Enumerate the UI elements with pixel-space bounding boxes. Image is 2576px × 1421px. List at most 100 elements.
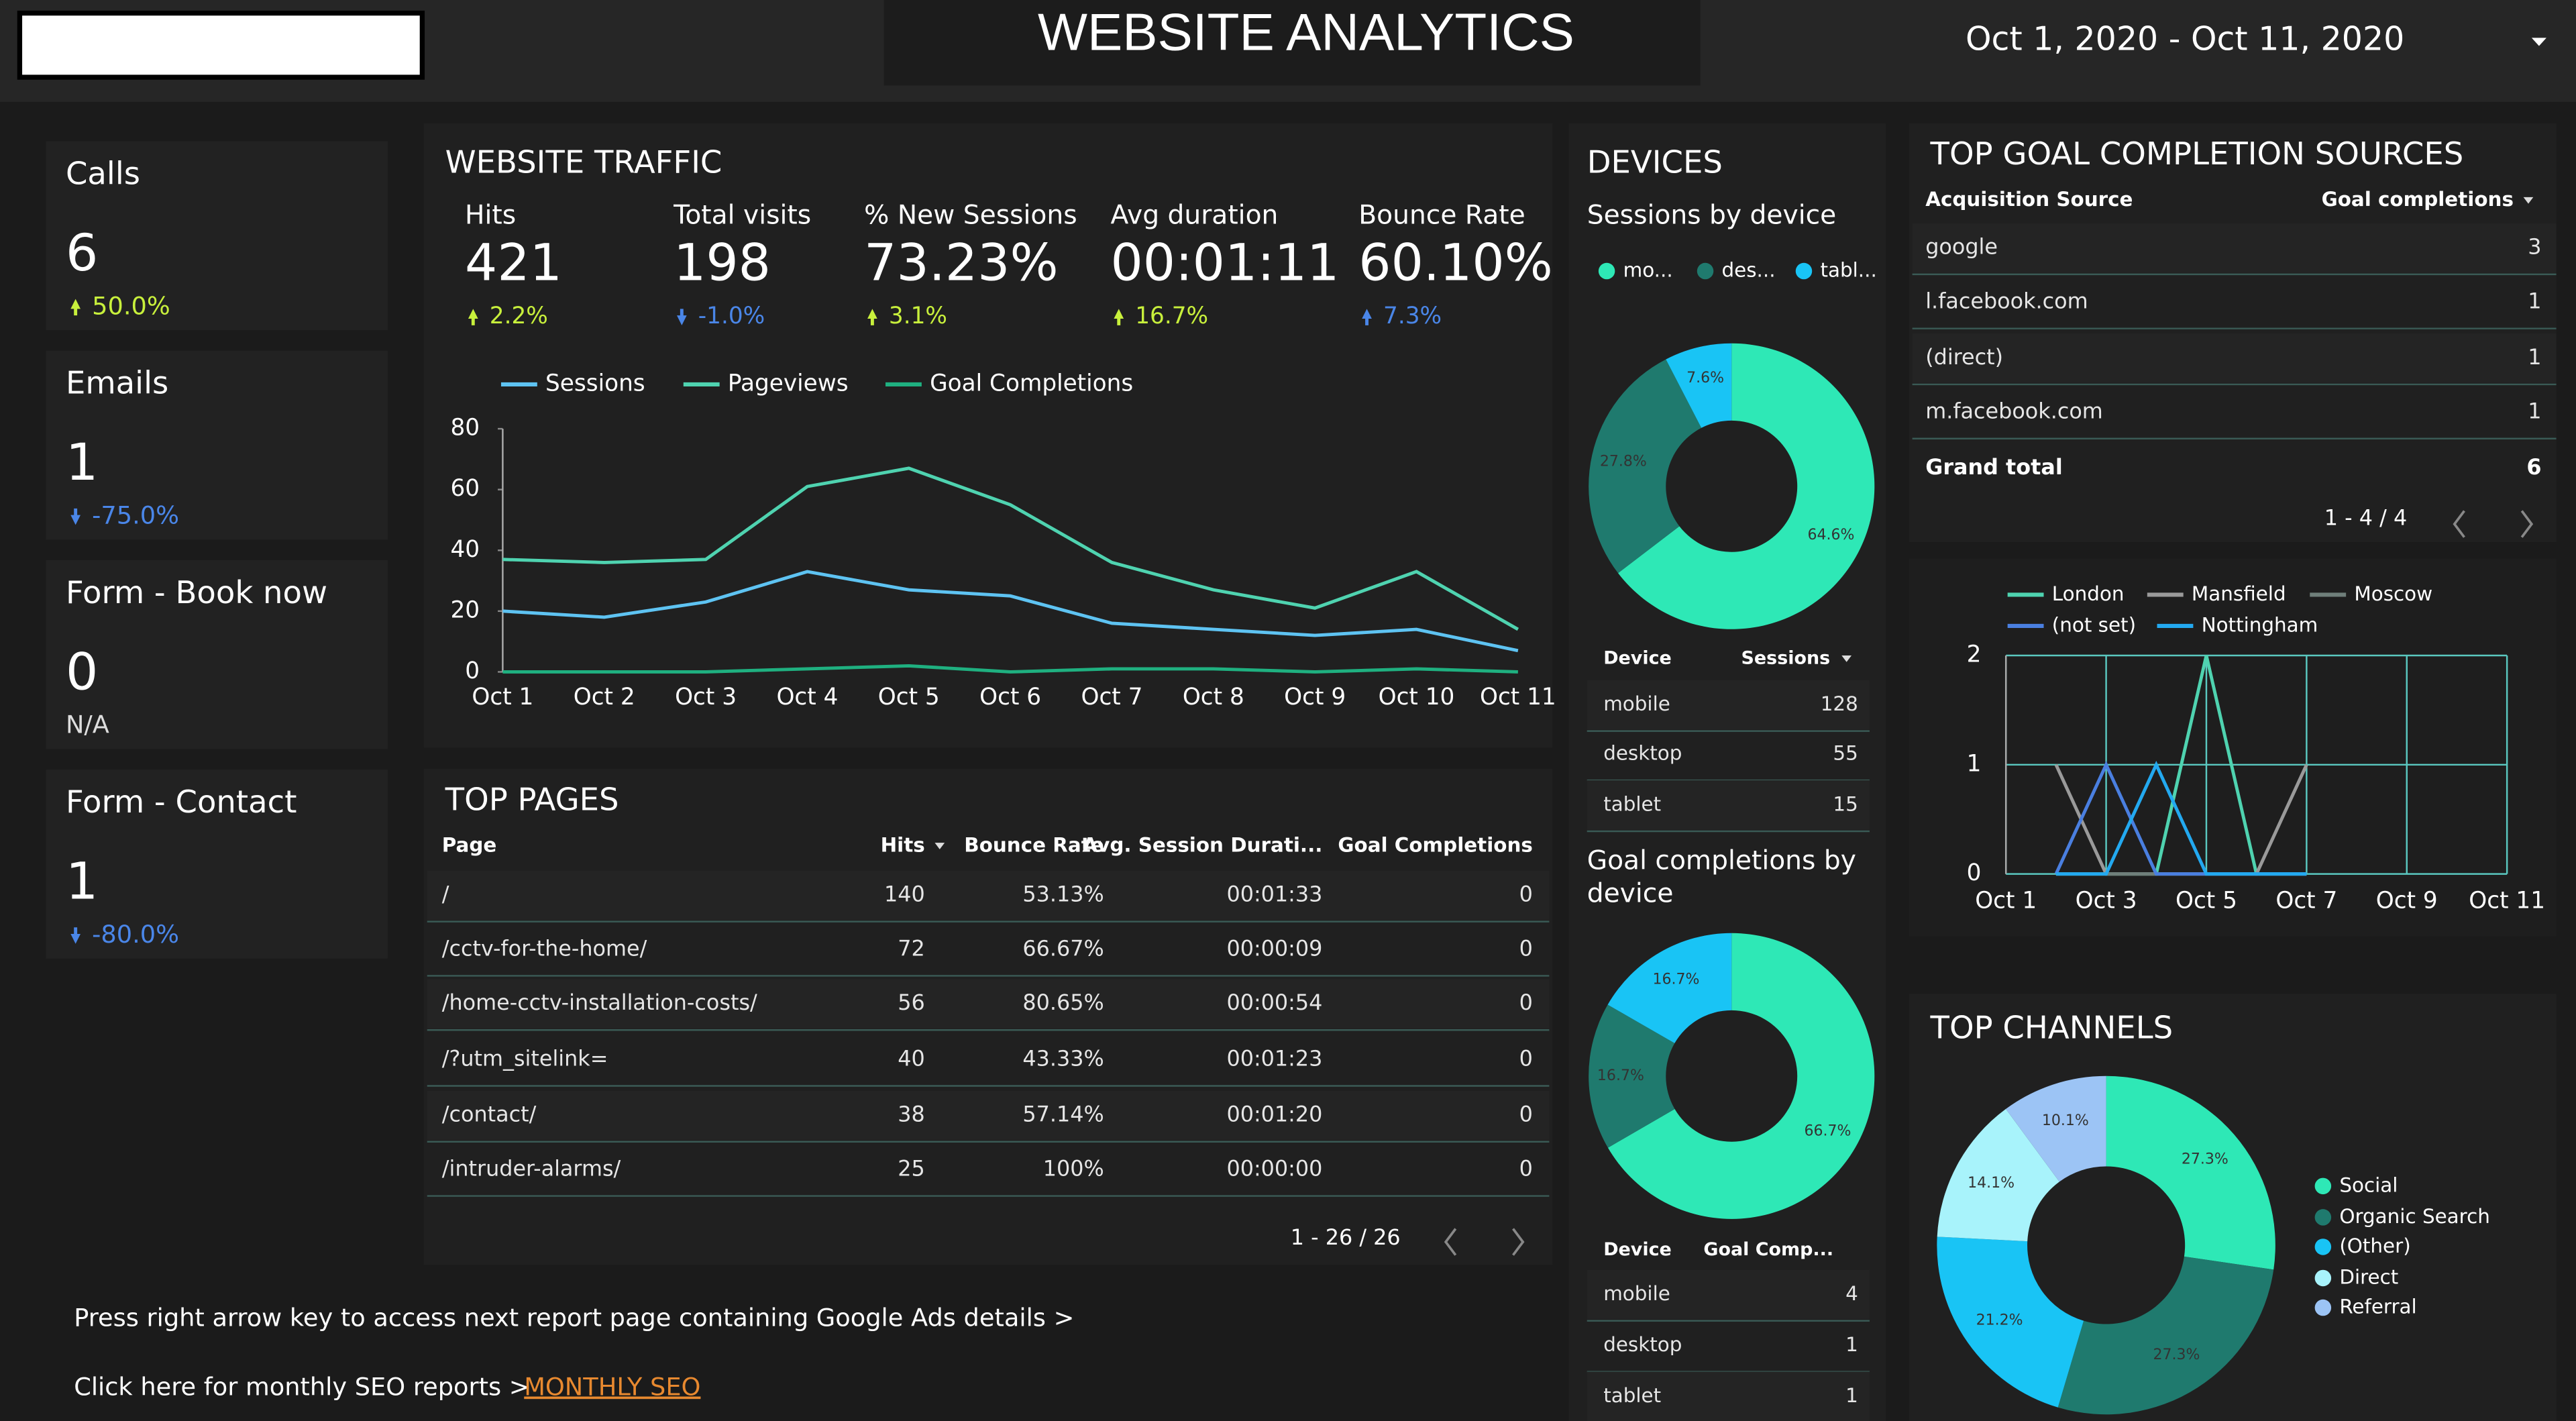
x-tick-label: Oct 5 <box>878 684 940 710</box>
slice-label: 66.7% <box>1804 1122 1851 1139</box>
table-cell: 53.13% <box>1022 881 1104 906</box>
traffic-panel <box>423 123 1553 748</box>
series-line <box>502 466 1519 631</box>
scorecard-value: 1 <box>66 433 98 492</box>
table-cell: 00:01:23 <box>1226 1045 1322 1071</box>
pie-slice <box>1666 343 1732 428</box>
sources-panel <box>1909 123 2557 543</box>
metric-change: 16.7% <box>1135 303 1208 329</box>
page-title: WEBSITE ANALYTICS <box>1038 3 1574 62</box>
row-band <box>1912 223 2557 273</box>
label: Bounce Rate <box>1358 201 1525 231</box>
slice-label: 27.8% <box>1600 454 1647 470</box>
metric-value: 73.23% <box>864 233 1058 293</box>
metric-value: 198 <box>674 233 771 293</box>
table-cell: / <box>442 881 449 906</box>
pie-slice <box>2057 1256 2274 1415</box>
slice-label: 27.3% <box>2182 1151 2229 1168</box>
column-header: Device <box>1603 647 1672 668</box>
title-box <box>883 0 1701 86</box>
row-band <box>1587 1269 1870 1320</box>
table-cell: 00:00:54 <box>1226 990 1322 1015</box>
row-band <box>1587 780 1870 830</box>
sort-icon[interactable] <box>934 843 945 849</box>
scorecard <box>46 141 388 331</box>
total-label: Grand total <box>1925 454 2063 480</box>
seo-link[interactable]: MONTHLY SEO <box>524 1373 700 1402</box>
column-header: Hits <box>881 834 925 857</box>
legend-label: Social <box>2339 1173 2398 1196</box>
x-tick-label: Oct 7 <box>2275 888 2337 914</box>
y-tick-label: 60 <box>450 475 480 502</box>
table-cell: l.facebook.com <box>1925 288 2088 314</box>
scorecard <box>46 770 388 959</box>
legend-label: London <box>2052 582 2125 605</box>
column-header: Goal Comp... <box>1703 1239 1833 1260</box>
y-tick-label: 80 <box>450 415 480 441</box>
column-header: Sessions <box>1741 647 1831 668</box>
dropdown-icon[interactable] <box>2531 38 2546 46</box>
panel-title: TOP PAGES <box>445 781 619 817</box>
panel-title: TOP GOAL COMPLETION SOURCES <box>1930 136 2464 172</box>
prev-page[interactable] <box>2453 510 2465 538</box>
slice-label: 16.7% <box>1597 1067 1644 1084</box>
metric-value: 421 <box>465 233 562 293</box>
table-cell: 140 <box>884 881 925 906</box>
scorecard-value: 0 <box>66 642 98 701</box>
metric-change: -1.0% <box>698 303 765 329</box>
legend-label: des... <box>1722 259 1776 282</box>
scorecard-value: 6 <box>66 223 98 282</box>
footer-seo-text: Click here for monthly SEO reports > <box>74 1373 529 1402</box>
table-cell: 0 <box>1519 881 1533 906</box>
pie-slice <box>1607 933 1732 1043</box>
table-cell: 00:00:00 <box>1226 1155 1322 1181</box>
table-cell: 57.14% <box>1022 1102 1104 1127</box>
sort-icon[interactable] <box>1841 655 1851 662</box>
slice-label: 10.1% <box>2042 1112 2089 1129</box>
label: Hits <box>465 201 516 231</box>
table-cell: 100% <box>1043 1155 1104 1181</box>
chart-title: Goal completions by device <box>1587 844 1856 909</box>
y-tick-label: 0 <box>1967 859 1982 886</box>
legend-label: Direct <box>2339 1265 2398 1288</box>
chart-title: TOP CHANNELS <box>1930 1010 2174 1046</box>
table-cell: /cctv-for-the-home/ <box>442 935 647 961</box>
legend-label: Organic Search <box>2339 1205 2490 1228</box>
footer-note: Press right arrow key to access next rep… <box>74 1304 1074 1332</box>
column-header: Page <box>442 834 497 857</box>
label: Form - Contact <box>66 784 297 820</box>
panel-title: WEBSITE TRAFFIC <box>445 144 722 180</box>
date-range[interactable]: Oct 1, 2020 - Oct 11, 2020 <box>1966 20 2404 58</box>
table-cell: 0 <box>1519 990 1533 1015</box>
table-cell: 56 <box>898 990 925 1015</box>
next-page[interactable] <box>2520 510 2534 538</box>
table-cell: google <box>1925 234 1998 260</box>
trend-arrow <box>867 309 877 325</box>
total-value: 6 <box>2526 454 2541 480</box>
next-page[interactable] <box>1512 1228 1525 1256</box>
row-band <box>427 1090 1550 1141</box>
row-band <box>1587 1371 1870 1421</box>
scorecard <box>46 560 388 749</box>
table-cell: 00:00:09 <box>1226 935 1322 961</box>
table-cell: 43.33% <box>1022 1045 1104 1071</box>
sort-icon[interactable] <box>2523 197 2534 204</box>
table-cell: 66.67% <box>1022 935 1104 961</box>
table-cell: m.facebook.com <box>1925 399 2103 424</box>
table-cell: (direct) <box>1925 344 2003 370</box>
legend-swatch <box>2314 1177 2332 1195</box>
legend-label: Mansfield <box>2192 582 2286 605</box>
legend-label: Pageviews <box>728 370 849 397</box>
x-tick-label: Oct 7 <box>1081 684 1142 710</box>
table-cell: 55 <box>1833 741 1858 764</box>
logo-placeholder <box>17 10 425 80</box>
x-tick-label: Oct 5 <box>2176 888 2237 914</box>
table-cell: 40 <box>898 1045 925 1071</box>
column-header: Acquisition Source <box>1925 188 2133 211</box>
trend-arrow <box>676 309 687 325</box>
trend-arrow <box>468 309 478 325</box>
pagination: 1 - 26 / 26 <box>1291 1224 1401 1250</box>
table-cell: desktop <box>1603 1333 1682 1356</box>
prev-page[interactable] <box>1444 1228 1457 1256</box>
